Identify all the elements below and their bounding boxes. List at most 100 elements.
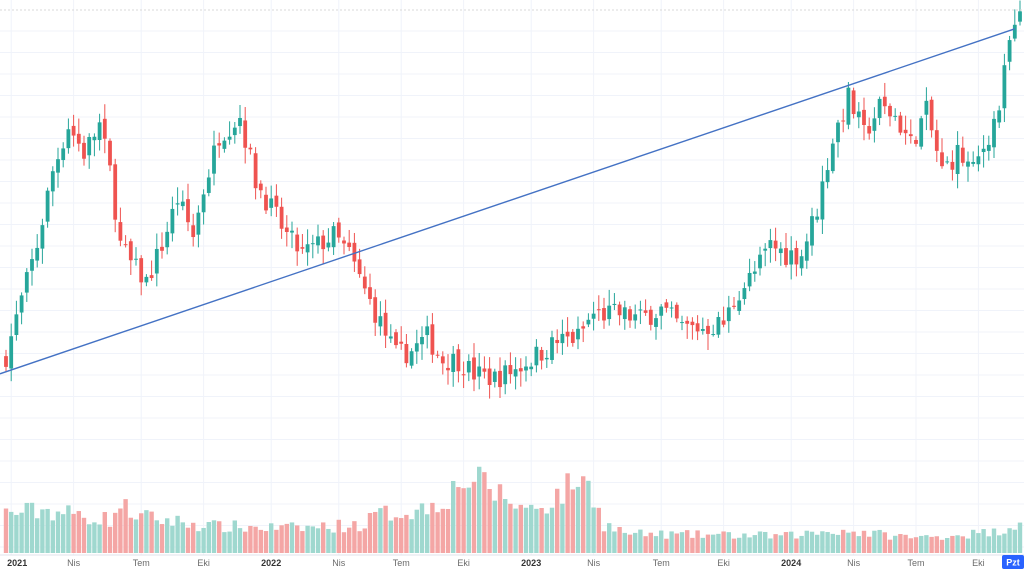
- volume-bar: [586, 480, 591, 553]
- volume-bar: [913, 537, 919, 553]
- volume-bar: [685, 530, 690, 553]
- candle-body: [362, 276, 367, 289]
- candle-body: [456, 349, 461, 372]
- candle-body: [524, 366, 528, 371]
- candle-body: [747, 272, 752, 287]
- candle-body: [690, 321, 695, 326]
- candle-body: [352, 242, 357, 262]
- candle-body: [529, 366, 534, 370]
- candle-body: [326, 242, 331, 248]
- candle-body: [14, 314, 19, 335]
- volume-bar: [445, 508, 451, 553]
- volume-bar: [50, 520, 55, 553]
- volume-bar: [757, 531, 763, 553]
- volume-bar: [965, 538, 971, 553]
- volume-bar: [243, 531, 248, 553]
- time-tick-year: 2023: [521, 558, 541, 568]
- volume-bar: [456, 487, 461, 553]
- time-tick-month: Nis: [587, 558, 600, 568]
- candle-body: [591, 313, 596, 319]
- volume-bar: [773, 534, 778, 553]
- volume-bar: [763, 531, 768, 553]
- candle-body: [1018, 11, 1022, 22]
- current-time-label-bg: [1002, 555, 1024, 569]
- time-tick-year: 2022: [261, 558, 281, 568]
- volume-bar: [14, 514, 19, 553]
- volume-bar: [232, 520, 237, 553]
- candle-body: [295, 234, 300, 252]
- candle-body: [539, 349, 544, 361]
- volume-bar: [1012, 529, 1017, 553]
- volume-bar: [950, 535, 955, 553]
- volume-bar: [643, 536, 648, 553]
- volume-bar: [815, 534, 820, 553]
- volume-bar: [638, 529, 643, 553]
- trend-line[interactable]: [0, 28, 1016, 375]
- price-candles: [4, 0, 1022, 399]
- candle-body: [576, 328, 580, 340]
- candle-body: [102, 118, 107, 139]
- volume-bar: [555, 488, 560, 553]
- candle-body: [586, 319, 591, 325]
- time-tick-month: Nis: [332, 558, 345, 568]
- candle-body: [622, 307, 627, 320]
- candle-body: [851, 90, 856, 115]
- volume-bar: [279, 525, 284, 553]
- time-tick-month: Nis: [67, 558, 80, 568]
- volume-bar: [960, 536, 965, 553]
- candle-body: [732, 305, 736, 307]
- candle-body: [35, 247, 40, 261]
- volume-bar: [549, 507, 555, 553]
- candle-body: [201, 194, 206, 213]
- candle-body: [846, 87, 851, 125]
- candle-body: [300, 247, 305, 249]
- volume-bar: [248, 525, 253, 553]
- candle-body: [555, 339, 560, 344]
- candle-body: [24, 272, 29, 293]
- candle-body: [347, 242, 352, 248]
- volume-bar: [154, 520, 159, 553]
- volume-bar: [404, 514, 409, 553]
- candle-body: [778, 248, 783, 254]
- time-axis[interactable]: 2021 Nis Tem Eki 2022 Nis Tem Eki 2023 Nis Tem Eki 2…: [7, 558, 984, 568]
- candle-body: [856, 111, 861, 118]
- volume-bar: [737, 537, 742, 553]
- candle-body: [373, 297, 378, 323]
- candle-body: [82, 142, 86, 159]
- candle-body: [643, 310, 648, 313]
- volume-bar: [1017, 522, 1023, 553]
- candle-body: [565, 331, 570, 337]
- candle-body: [394, 332, 398, 346]
- candle-body: [794, 248, 799, 265]
- candle-body: [654, 318, 658, 327]
- volume-bar: [981, 529, 986, 553]
- volume-bar: [263, 531, 269, 553]
- volume-bar: [778, 535, 783, 553]
- volume-bar: [742, 533, 747, 553]
- volume-bar: [945, 538, 950, 553]
- volume-bar: [185, 527, 191, 553]
- candle-body: [310, 243, 315, 245]
- volume-bar: [399, 518, 404, 553]
- volume-bar: [35, 518, 40, 553]
- volume-bar: [393, 517, 399, 553]
- candle-body: [253, 153, 258, 189]
- volume-bar: [799, 535, 804, 553]
- candle-body: [960, 147, 965, 163]
- candle-body: [274, 195, 279, 207]
- volume-bar: [747, 537, 752, 553]
- volume-bar: [310, 526, 315, 553]
- volume-bar: [1007, 528, 1012, 553]
- volume-bar: [503, 499, 508, 553]
- candle-body: [971, 161, 976, 164]
- candle-body: [534, 346, 539, 366]
- volume-bar: [659, 530, 664, 553]
- current-time-label-text: Pzt: [1006, 558, 1020, 568]
- volume-bar: [45, 508, 50, 553]
- candle-body: [258, 183, 263, 191]
- volume-bar: [633, 532, 638, 553]
- candle-body: [695, 323, 700, 332]
- candle-body: [232, 127, 237, 136]
